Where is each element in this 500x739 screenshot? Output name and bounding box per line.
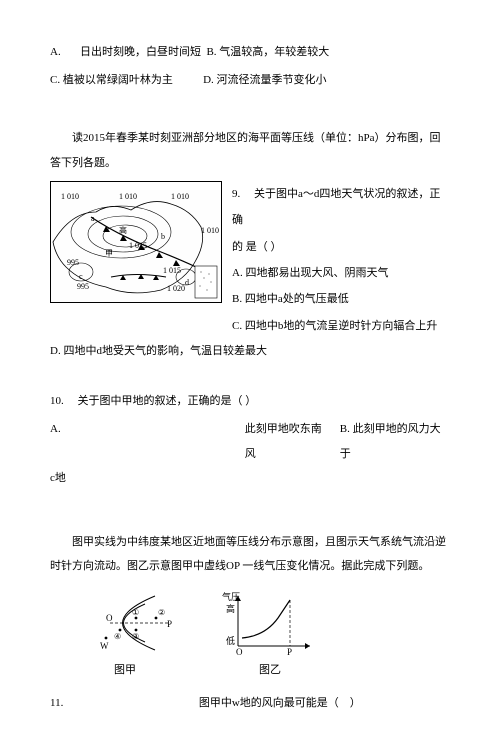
chart-right-label: 图乙 [220, 658, 320, 682]
opt-a-text: 日出时刻晚，白昼时间短 [80, 46, 201, 58]
svg-text:P: P [287, 647, 292, 657]
svg-text:O: O [106, 613, 113, 623]
opt-c-text: C. 植被以常绿阔叶林为主 [50, 74, 173, 86]
opt-a-label: A. [50, 46, 61, 58]
map-lbl: a [91, 210, 95, 228]
q11-num: 11. [50, 697, 63, 709]
map-lbl: 甲 [105, 245, 113, 263]
map-lbl: 1 010 [201, 222, 219, 240]
intro-2: 图甲实线为中纬度某地区近地面等压线分布示意图，且图示天气系统气流沿逆时针方向流动… [50, 530, 450, 578]
map-lbl: 1 015 [163, 262, 181, 280]
svg-text:高: 高 [226, 603, 235, 614]
svg-text:①: ① [132, 608, 139, 617]
svg-text:③: ③ [132, 632, 139, 641]
q9-b: B. 四地中a处的气压最低 [232, 286, 450, 312]
q9-d: D. 四地中d地受天气的影响，气温日较差最大 [50, 339, 450, 363]
chart-right: 气压 高 低 O P 图乙 [220, 588, 320, 682]
map-lbl: 1 015 [129, 237, 147, 255]
svg-text:②: ② [158, 608, 165, 617]
isobar-map: 1 010 1 010 1 010 1 010 1 015 1 015 1 02… [50, 181, 222, 303]
q9-num: 9. [232, 188, 240, 200]
map-lbl: 995 [77, 278, 89, 296]
chart-left-label: 图甲 [70, 658, 180, 682]
q10-b2: c地 [50, 466, 450, 490]
q10-stem: 关于图中甲地的叙述，正确的是（ ） [78, 395, 257, 407]
map-lbl: d [185, 274, 189, 292]
map-lbl: 1 020 [167, 280, 185, 298]
map-lbl: 1 010 [171, 188, 189, 206]
map-lbl: 995 [67, 254, 79, 272]
q9-stem: 关于图中a～d四地天气状况的叙述，正确 [232, 188, 440, 226]
chart-left: ① ② ③ ④ W P O 图甲 [70, 588, 180, 682]
q9-stem2: 的 是（ ） [232, 234, 450, 260]
intro-1: 读2015年春季某时刻亚洲部分地区的海平面等压线（单位：hPa）分布图，回答下列… [50, 126, 450, 174]
map-lbl: 1 010 [61, 188, 79, 206]
map-lbl: 高 [119, 222, 127, 240]
svg-text:低: 低 [226, 635, 235, 646]
svg-text:④: ④ [114, 632, 121, 641]
q11-stem: 图甲中w地的风向最可能是（ ） [199, 697, 361, 709]
map-lbl: 1 010 [119, 188, 137, 206]
q9-a: A. 四地都易出现大风、阴雨天气 [232, 260, 450, 286]
q10-a: A. [50, 417, 70, 465]
svg-text:P: P [167, 619, 172, 629]
map-lbl: b [161, 228, 165, 246]
q10-num: 10. [50, 395, 64, 407]
q10-b: B. 此刻甲地的风力大于 [340, 417, 450, 465]
svg-text:O: O [236, 647, 243, 657]
opt-d-text: D. 河流径流量季节变化小 [203, 74, 326, 86]
svg-text:气压: 气压 [222, 591, 240, 602]
q10-a-text: 此刻甲地吹东南风 [245, 417, 332, 465]
opt-b-text: B. 气温较高，年较差较大 [206, 46, 329, 58]
q9-c: C. 四地中b地的气流呈逆时针方向辐合上升 [232, 313, 450, 339]
svg-text:W: W [100, 641, 109, 651]
